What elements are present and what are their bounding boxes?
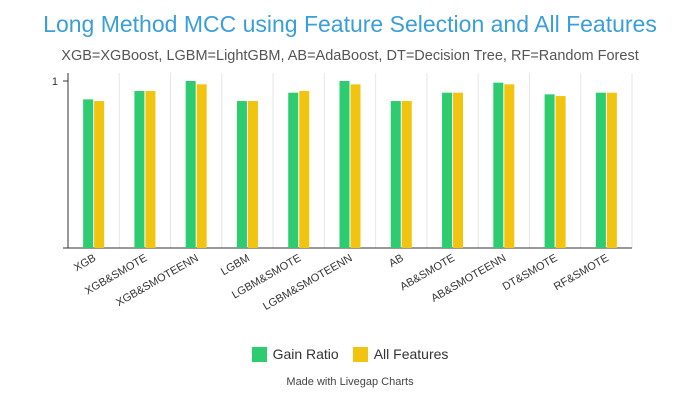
bar-gain-ratio [288, 92, 299, 248]
bar-gain-ratio [544, 94, 555, 248]
bar-all-features [606, 92, 617, 248]
bar-all-features [196, 84, 207, 248]
x-tick-label: XGB [72, 252, 98, 274]
chart-title: Long Method MCC using Feature Selection … [43, 11, 657, 37]
legend-item-gain-ratio[interactable]: Gain Ratio [251, 346, 339, 362]
bar-all-features [94, 101, 105, 248]
credit-text: Made with Livegap Charts [286, 376, 414, 388]
legend-swatch-gain-ratio [251, 346, 267, 362]
y-tick-label: 1 [52, 76, 58, 88]
bar-gain-ratio [442, 92, 453, 248]
bar-all-features [453, 92, 464, 248]
legend-item-all-features[interactable]: All Features [352, 346, 449, 362]
x-tick-label: DT&SMOTE [501, 252, 560, 293]
bar-gain-ratio [134, 91, 145, 249]
chart-subtitle: XGB=XGBoost, LGBM=LightGBM, AB=AdaBoost,… [61, 48, 639, 64]
bar-all-features [504, 84, 515, 248]
legend-swatch-all-features [352, 346, 368, 362]
bar-all-features [555, 96, 566, 248]
legend-label-gain-ratio: Gain Ratio [272, 346, 339, 362]
bar-all-features [299, 91, 310, 249]
bar-all-features [401, 101, 412, 248]
bar-all-features [247, 101, 258, 248]
bar-gain-ratio [339, 81, 350, 248]
x-tick-label: LGBM [219, 252, 252, 278]
x-tick-label: RF&SMOTE [552, 252, 611, 293]
bar-gain-ratio [390, 101, 401, 248]
x-tick-label: LGBM&SMOTEENN [261, 252, 354, 313]
bar-gain-ratio [236, 101, 247, 248]
bar-gain-ratio [493, 82, 504, 248]
bar-all-features [350, 84, 361, 248]
bar-all-features [145, 91, 156, 249]
bar-gain-ratio [595, 92, 606, 248]
bar-gain-ratio [83, 99, 94, 249]
x-tick-label: AB [387, 252, 406, 270]
legend-label-all-features: All Features [373, 346, 449, 362]
bar-gain-ratio [185, 81, 196, 248]
chart-legend: Gain Ratio All Features [0, 346, 700, 362]
